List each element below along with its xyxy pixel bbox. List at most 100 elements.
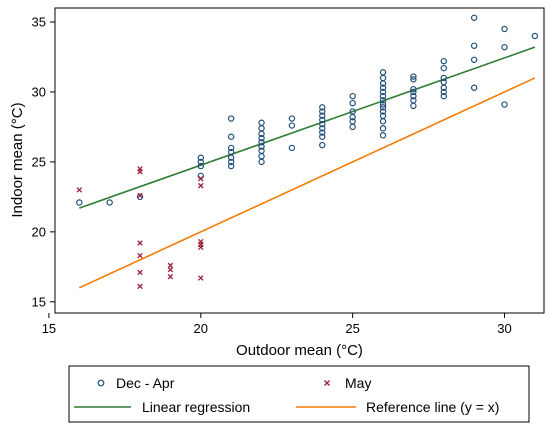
y-tick-label: 20 <box>32 224 46 239</box>
dec-apr-point <box>440 92 447 100</box>
x-tick-label: 15 <box>42 321 56 336</box>
dec-apr-point <box>288 122 296 129</box>
y-tick-label: 15 <box>32 294 46 309</box>
legend-label: May <box>345 375 371 391</box>
dec-apr-point <box>227 162 235 170</box>
may-point <box>76 187 83 193</box>
dec-apr-point <box>227 144 235 152</box>
dec-apr-point <box>410 97 417 104</box>
may-point <box>198 275 204 281</box>
dec-apr-point <box>319 116 326 124</box>
may-point <box>198 175 204 182</box>
may-point <box>137 283 143 290</box>
legend-box <box>68 365 530 423</box>
dec-apr-point <box>258 119 265 126</box>
dec-apr-point <box>379 125 387 132</box>
may-point <box>198 182 204 189</box>
may-point <box>137 252 143 259</box>
y-tick-label: 30 <box>32 84 46 99</box>
dec-apr-point <box>227 133 235 140</box>
may-point <box>137 166 143 172</box>
dec-apr-point <box>197 154 204 161</box>
x-tick-label: 20 <box>194 321 208 336</box>
y-axis-title: Indoor mean (°C) <box>9 102 26 217</box>
dec-apr-point <box>319 104 326 111</box>
dec-apr-point <box>410 85 417 93</box>
dec-apr-point <box>501 43 508 51</box>
dec-apr-point <box>106 199 113 206</box>
dec-apr-point <box>319 108 326 115</box>
may-point <box>167 262 174 269</box>
dec-apr-point <box>531 32 539 40</box>
dec-apr-point <box>379 112 387 119</box>
dec-apr-point <box>379 84 387 91</box>
dec-apr-point <box>379 101 387 108</box>
dec-apr-point <box>319 125 326 132</box>
dec-apr-point <box>379 92 387 100</box>
dec-apr-point <box>288 144 296 152</box>
may-point <box>137 240 143 246</box>
dec-apr-point <box>501 25 508 33</box>
dec-apr-point <box>379 108 387 115</box>
may-point <box>137 269 143 276</box>
dec-apr-point <box>440 57 447 65</box>
dec-apr-point <box>319 120 326 128</box>
legend-may-marker <box>324 380 330 386</box>
dec-apr-point <box>470 42 478 49</box>
legend: Dec - Apr May Linear regression Reference l… <box>74 375 499 415</box>
reference-line <box>78 77 536 289</box>
dec-apr-point <box>379 104 387 111</box>
y-tick-label: 25 <box>32 154 46 169</box>
dec-apr-point <box>379 97 387 104</box>
dec-apr-point <box>440 74 447 82</box>
may-point <box>167 266 174 273</box>
x-tick-label: 30 <box>497 321 511 336</box>
may-point <box>137 192 143 199</box>
dec-apr-point <box>470 56 478 63</box>
x-axis-title: Outdoor mean (°C) <box>236 342 363 359</box>
plot-area <box>54 7 545 314</box>
legend-label: Dec - Apr <box>116 375 175 391</box>
dec-apr-point <box>258 147 265 154</box>
legend-label: Reference line (y = x) <box>366 399 499 415</box>
dec-apr-point <box>349 99 356 107</box>
dec-apr-point <box>349 92 356 100</box>
dec-apr-point <box>288 115 296 122</box>
dec-apr-point <box>410 88 417 96</box>
dec-apr-point <box>319 112 326 119</box>
dec-apr-point <box>410 76 417 83</box>
dec-apr-point <box>258 139 265 146</box>
dec-apr-point <box>379 88 387 96</box>
dec-apr-point <box>440 88 447 96</box>
dec-apr-point <box>197 158 204 166</box>
dec-apr-point <box>349 118 356 125</box>
dec-apr-point <box>440 64 447 72</box>
dec-apr-point <box>258 143 265 150</box>
may-point <box>198 244 204 251</box>
dec-apr-point <box>319 129 326 136</box>
dec-apr-point <box>319 141 326 149</box>
dec-apr-point <box>470 14 478 21</box>
legend-dec-apr-marker <box>97 379 105 387</box>
dec-apr-point <box>470 84 478 91</box>
y-tick-label: 35 <box>32 14 46 29</box>
may-point <box>167 273 174 280</box>
x-tick-label: 25 <box>345 321 359 336</box>
legend-label: Linear regression <box>142 399 250 415</box>
dec-apr-point <box>227 148 235 156</box>
dec-apr-point <box>319 133 326 140</box>
dec-apr-point <box>76 199 83 206</box>
dec-apr-point <box>410 73 417 80</box>
linear-regression-line <box>79 46 536 209</box>
dec-apr-point <box>349 108 356 115</box>
dec-apr-point <box>227 158 235 166</box>
x-axis-ticks: 15 20 25 30 <box>42 313 512 336</box>
data-marks <box>76 14 539 290</box>
dec-apr-point <box>410 92 417 100</box>
y-axis-ticks: 15 20 25 30 35 <box>32 14 55 309</box>
dec-apr-point <box>379 132 387 139</box>
dec-apr-point <box>440 78 447 86</box>
dec-apr-point <box>227 115 235 122</box>
dec-apr-point <box>501 101 508 108</box>
